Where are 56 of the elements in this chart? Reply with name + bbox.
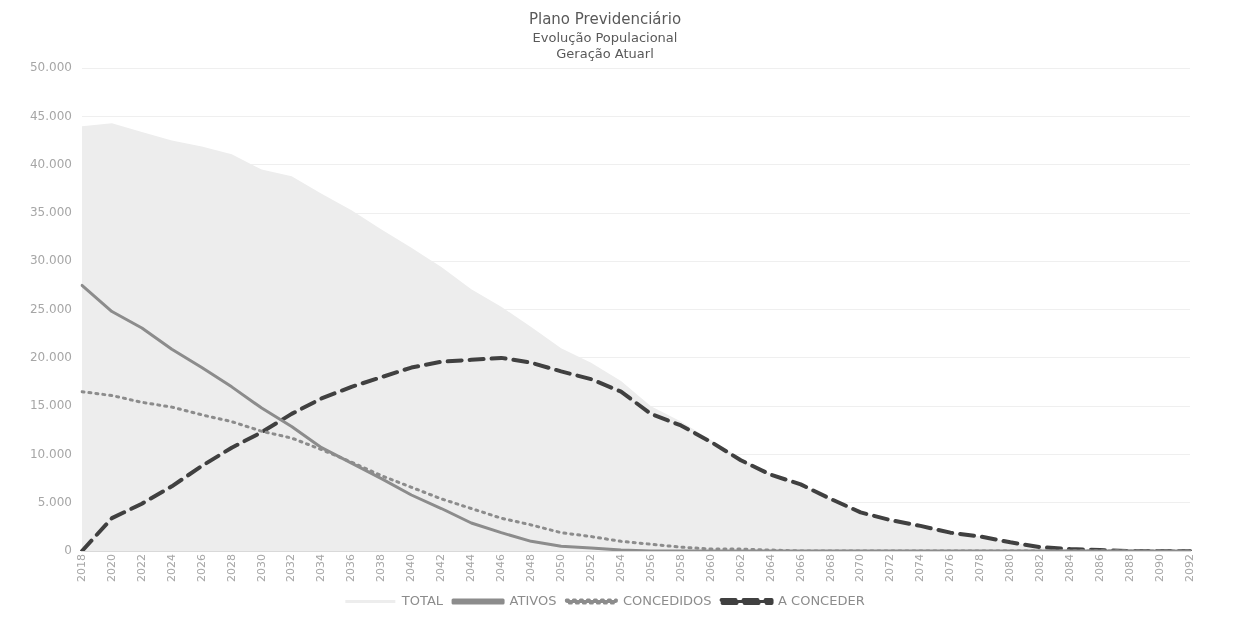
x-tick-label: 2026 (194, 554, 208, 583)
x-tick-label: 2066 (793, 554, 807, 583)
x-tick-label: 2054 (613, 554, 627, 583)
y-tick-label: 15.000 (29, 398, 72, 413)
x-tick-label: 2038 (374, 554, 388, 583)
y-tick-label: 0 (64, 543, 72, 558)
x-tick-label: 2030 (254, 554, 268, 583)
x-tick-label: 2090 (1152, 554, 1166, 583)
y-tick-label: 20.000 (29, 350, 72, 365)
x-tick-label: 2050 (553, 554, 567, 583)
x-tick-label: 2056 (643, 554, 657, 583)
y-tick-label: 5.000 (37, 494, 72, 509)
x-tick-label: 2024 (164, 554, 178, 583)
x-tick-label: 2080 (1003, 554, 1017, 583)
chart-subtitle: Evolução Populacional Geração Atuarl (532, 30, 678, 61)
x-tick-label: 2032 (284, 554, 298, 583)
y-tick-label: 40.000 (29, 156, 72, 171)
legend-label: A CONCEDER (778, 592, 865, 608)
x-tick-label: 2042 (434, 554, 448, 583)
x-tick-label: 2058 (673, 554, 687, 583)
x-tick-label: 2036 (344, 554, 358, 583)
x-tick-label: 2092 (1182, 554, 1196, 583)
x-tick-label: 2088 (1122, 554, 1136, 583)
line-series (79, 355, 1192, 552)
y-tick-label: 45.000 (29, 108, 72, 123)
x-tick-label: 2062 (733, 554, 747, 583)
legend-label: ATIVOS (509, 592, 557, 608)
legend-label: TOTAL (400, 592, 444, 608)
x-tick-label: 2078 (973, 554, 987, 583)
x-tick-label: 2086 (1093, 554, 1107, 583)
x-tick-label: 2040 (404, 554, 418, 583)
chart-title: Plano Previdenciário (528, 9, 682, 28)
x-tick-label: 2048 (524, 554, 538, 583)
x-tick-label: 2020 (104, 554, 118, 583)
x-tick-label: 2082 (1033, 554, 1047, 583)
x-tick-label: 2044 (464, 554, 478, 583)
y-tick-label: 30.000 (29, 253, 72, 268)
legend-label: CONCEDIDOS (622, 592, 712, 608)
y-tick-label: 35.000 (29, 205, 72, 220)
x-tick-label: 2070 (853, 554, 867, 583)
y-tick-label: 10.000 (29, 446, 72, 461)
x-tick-label: 2074 (913, 554, 927, 583)
x-tick-label: 2068 (823, 554, 837, 583)
x-tick-label: 2064 (763, 554, 777, 583)
x-tick-label: 2034 (314, 554, 328, 583)
x-tick-label: 2076 (943, 554, 957, 583)
y-tick-label: 25.000 (29, 301, 72, 316)
x-tick-label: 2028 (224, 554, 238, 583)
x-tick-label: 2018 (74, 554, 88, 583)
x-tick-label: 2052 (583, 554, 597, 583)
x-tick-label: 2072 (883, 554, 897, 583)
y-tick-label: 50.000 (29, 60, 72, 75)
x-tick-label: 2046 (494, 554, 508, 583)
x-tick-label: 2022 (134, 554, 148, 583)
x-tick-label: 2060 (703, 554, 717, 583)
x-tick-label: 2084 (1063, 554, 1077, 583)
